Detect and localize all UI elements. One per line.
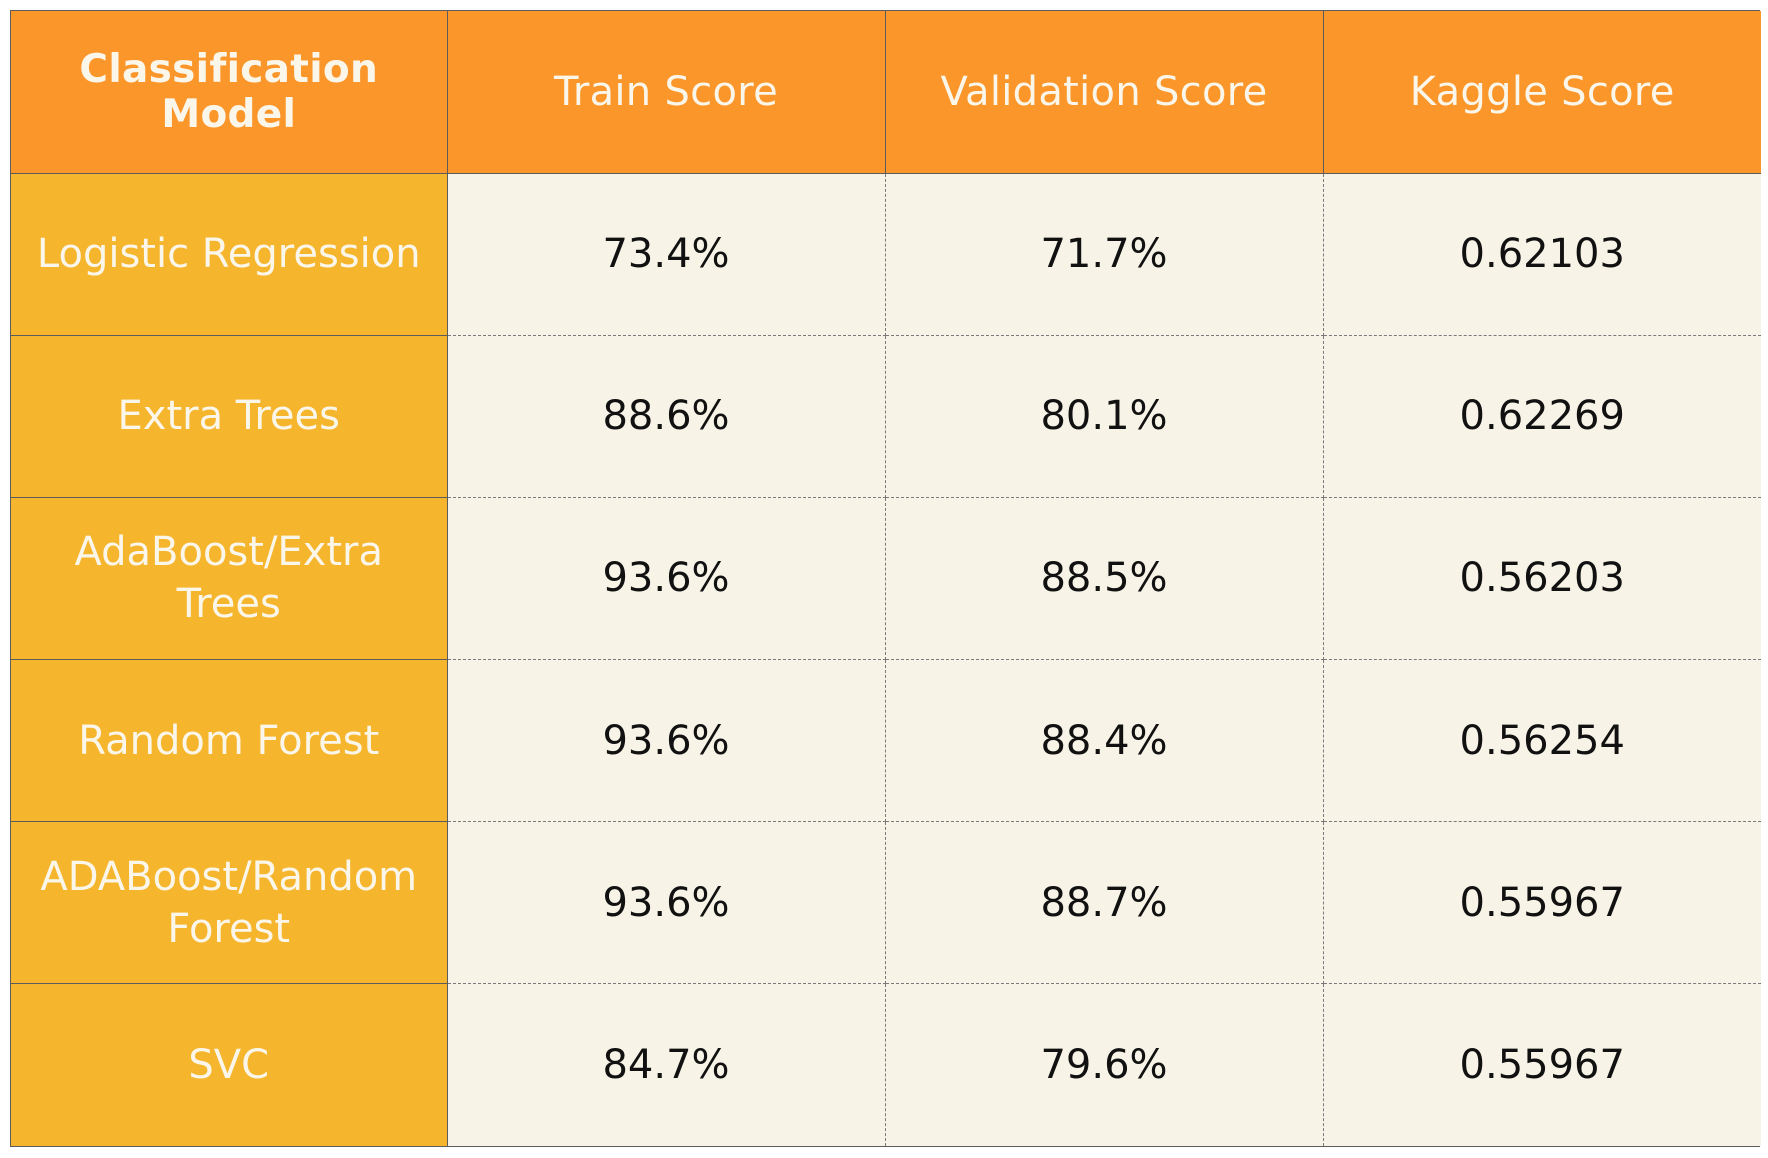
header-classification-model: Classification Model xyxy=(11,11,448,174)
table-row: ADABoost/Random Forest 93.6% 88.7% 0.559… xyxy=(11,821,1761,985)
model-name-cell: SVC xyxy=(11,983,448,1146)
table-row: Random Forest 93.6% 88.4% 0.56254 xyxy=(11,659,1761,823)
model-name-cell: AdaBoost/Extra Trees xyxy=(11,497,448,660)
kaggle-score-cell: 0.56254 xyxy=(1323,659,1761,823)
model-name-cell: Random Forest xyxy=(11,659,448,823)
table-row: Extra Trees 88.6% 80.1% 0.62269 xyxy=(11,335,1761,498)
kaggle-score-cell: 0.55967 xyxy=(1323,821,1761,985)
train-score-cell: 73.4% xyxy=(447,173,886,336)
train-score-cell: 93.6% xyxy=(447,497,886,660)
model-name-cell: ADABoost/Random Forest xyxy=(11,821,448,985)
header-validation-score: Validation Score xyxy=(885,11,1324,174)
model-scores-table: Classification Model Train Score Validat… xyxy=(11,11,1761,1146)
kaggle-score-cell: 0.56203 xyxy=(1323,497,1761,660)
kaggle-score-cell: 0.62269 xyxy=(1323,335,1761,498)
model-name-cell: Logistic Regression xyxy=(11,173,448,336)
header-train-score: Train Score xyxy=(447,11,886,174)
validation-score-cell: 79.6% xyxy=(885,983,1324,1146)
table-row: Logistic Regression 73.4% 71.7% 0.62103 xyxy=(11,173,1761,336)
scores-table-container: Classification Model Train Score Validat… xyxy=(10,10,1761,1147)
train-score-cell: 84.7% xyxy=(447,983,886,1146)
header-row: Classification Model Train Score Validat… xyxy=(11,11,1761,174)
model-name-cell: Extra Trees xyxy=(11,335,448,498)
kaggle-score-cell: 0.62103 xyxy=(1323,173,1761,336)
header-kaggle-score: Kaggle Score xyxy=(1323,11,1761,174)
train-score-cell: 93.6% xyxy=(447,821,886,985)
validation-score-cell: 88.4% xyxy=(885,659,1324,823)
kaggle-score-cell: 0.55967 xyxy=(1323,983,1761,1146)
table-row: AdaBoost/Extra Trees 93.6% 88.5% 0.56203 xyxy=(11,497,1761,660)
validation-score-cell: 71.7% xyxy=(885,173,1324,336)
table-row: SVC 84.7% 79.6% 0.55967 xyxy=(11,983,1761,1146)
train-score-cell: 93.6% xyxy=(447,659,886,823)
validation-score-cell: 88.7% xyxy=(885,821,1324,985)
validation-score-cell: 88.5% xyxy=(885,497,1324,660)
train-score-cell: 88.6% xyxy=(447,335,886,498)
validation-score-cell: 80.1% xyxy=(885,335,1324,498)
